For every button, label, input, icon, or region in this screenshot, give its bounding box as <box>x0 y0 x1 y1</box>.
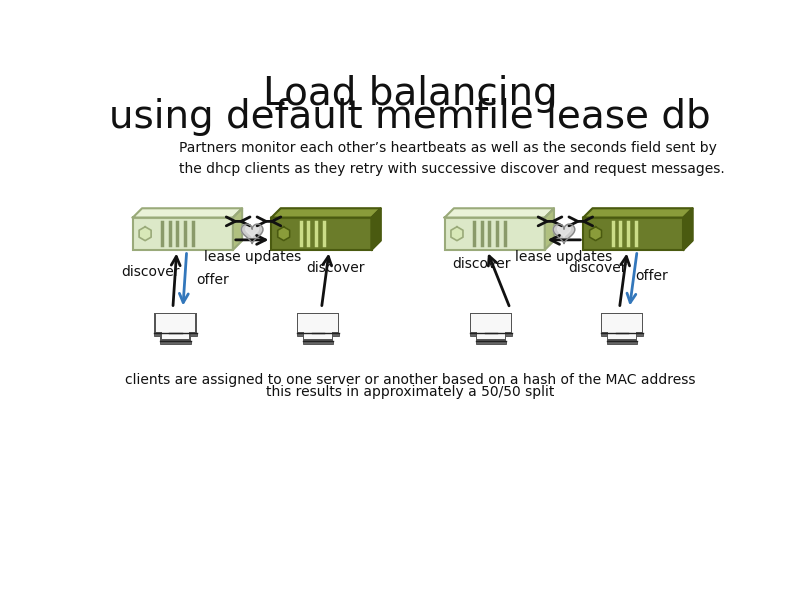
Text: lease updates: lease updates <box>515 250 613 264</box>
Polygon shape <box>445 208 554 218</box>
FancyBboxPatch shape <box>601 333 628 336</box>
FancyBboxPatch shape <box>616 313 643 333</box>
FancyBboxPatch shape <box>616 333 643 336</box>
FancyBboxPatch shape <box>297 313 324 333</box>
Text: offer: offer <box>635 269 667 283</box>
Polygon shape <box>271 208 381 218</box>
FancyBboxPatch shape <box>271 218 371 250</box>
FancyBboxPatch shape <box>602 314 627 332</box>
Polygon shape <box>554 224 574 244</box>
Text: discover: discover <box>122 265 180 279</box>
FancyBboxPatch shape <box>304 320 332 340</box>
FancyBboxPatch shape <box>470 333 498 336</box>
Text: offer: offer <box>196 272 229 287</box>
FancyBboxPatch shape <box>476 319 506 341</box>
FancyBboxPatch shape <box>607 341 637 344</box>
Text: Load balancing: Load balancing <box>262 74 558 113</box>
Polygon shape <box>278 227 290 241</box>
Polygon shape <box>451 227 463 241</box>
FancyBboxPatch shape <box>470 313 498 333</box>
FancyBboxPatch shape <box>471 314 496 332</box>
FancyBboxPatch shape <box>298 314 323 332</box>
Text: Partners monitor each other’s heartbeats as well as the seconds field sent by
th: Partners monitor each other’s heartbeats… <box>179 141 725 176</box>
Polygon shape <box>583 208 693 218</box>
FancyBboxPatch shape <box>170 314 195 332</box>
Polygon shape <box>558 226 570 238</box>
FancyBboxPatch shape <box>297 333 324 336</box>
FancyBboxPatch shape <box>445 218 545 250</box>
FancyBboxPatch shape <box>601 313 628 333</box>
Text: discover: discover <box>306 261 365 275</box>
Text: lease updates: lease updates <box>203 250 301 264</box>
Text: discover: discover <box>568 261 626 275</box>
Polygon shape <box>371 208 381 250</box>
FancyBboxPatch shape <box>583 218 683 250</box>
FancyBboxPatch shape <box>608 320 636 340</box>
FancyBboxPatch shape <box>478 320 505 340</box>
Text: this results in approximately a 50/50 split: this results in approximately a 50/50 sp… <box>266 385 554 400</box>
FancyBboxPatch shape <box>156 314 180 332</box>
FancyBboxPatch shape <box>476 341 506 344</box>
Polygon shape <box>683 208 693 250</box>
Text: discover: discover <box>452 257 511 271</box>
Polygon shape <box>133 208 242 218</box>
FancyBboxPatch shape <box>485 333 512 336</box>
Polygon shape <box>590 227 602 241</box>
FancyBboxPatch shape <box>303 341 333 344</box>
FancyBboxPatch shape <box>154 333 182 336</box>
Polygon shape <box>242 224 263 244</box>
Text: using default memfile lease db: using default memfile lease db <box>109 98 711 136</box>
FancyBboxPatch shape <box>485 313 513 333</box>
Polygon shape <box>246 226 258 238</box>
Polygon shape <box>233 208 242 250</box>
FancyBboxPatch shape <box>312 333 339 336</box>
FancyBboxPatch shape <box>170 313 197 333</box>
FancyBboxPatch shape <box>302 319 334 341</box>
FancyBboxPatch shape <box>154 313 182 333</box>
FancyBboxPatch shape <box>486 314 511 332</box>
FancyBboxPatch shape <box>161 341 190 344</box>
FancyBboxPatch shape <box>312 313 339 333</box>
FancyBboxPatch shape <box>162 320 190 340</box>
FancyBboxPatch shape <box>618 314 642 332</box>
Text: clients are assigned to one server or another based on a hash of the MAC address: clients are assigned to one server or an… <box>125 373 695 387</box>
FancyBboxPatch shape <box>160 319 190 341</box>
FancyBboxPatch shape <box>170 333 197 336</box>
FancyBboxPatch shape <box>313 314 338 332</box>
FancyBboxPatch shape <box>133 218 233 250</box>
FancyBboxPatch shape <box>607 319 638 341</box>
Polygon shape <box>545 208 554 250</box>
Polygon shape <box>139 227 151 241</box>
